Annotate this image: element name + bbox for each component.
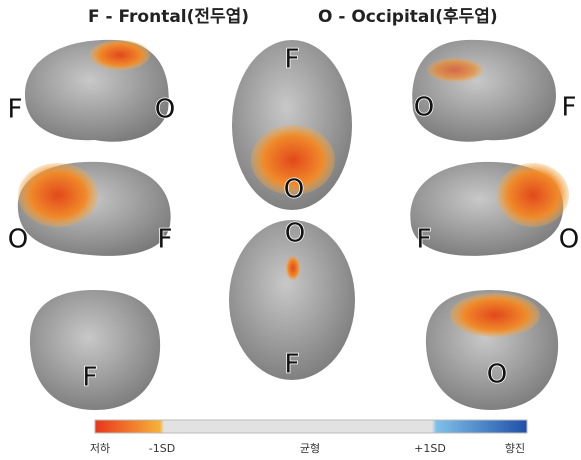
colorbar (94, 419, 528, 434)
brain-lateral-right-top (412, 39, 556, 142)
colorbar-label: 저하 (90, 441, 110, 455)
colorbar-label: -1SD (149, 442, 175, 455)
brain-medial-right (410, 161, 569, 256)
view-label: F (562, 93, 577, 123)
view-label: F (285, 350, 300, 380)
brain-posterior-right (425, 290, 559, 410)
brain-medial-left (17, 161, 171, 256)
brain-dorsal (232, 40, 352, 210)
brain-ventral (229, 220, 355, 380)
view-label: O (284, 175, 304, 205)
header-item: O - Occipital(후두엽) (318, 6, 498, 27)
colorbar-label: 향진 (505, 442, 525, 455)
header-item: F - Frontal(전두엽) (88, 7, 249, 27)
colorbar-label: 균형 (300, 442, 320, 455)
view-label: F (417, 225, 432, 255)
brain-posterior-left (29, 290, 161, 410)
colorbar-label: +1SD (414, 442, 446, 455)
view-label: O (487, 360, 507, 390)
view-label: F (8, 95, 23, 125)
brain-lateral-left-top (25, 39, 169, 142)
view-label: O (8, 225, 28, 255)
view-label: O (155, 95, 175, 125)
view-label: O (285, 219, 305, 249)
view-label: F (83, 363, 98, 393)
view-label: O (559, 225, 579, 255)
view-label: F (285, 45, 300, 75)
view-label: F (158, 225, 173, 255)
view-label: O (414, 93, 434, 123)
